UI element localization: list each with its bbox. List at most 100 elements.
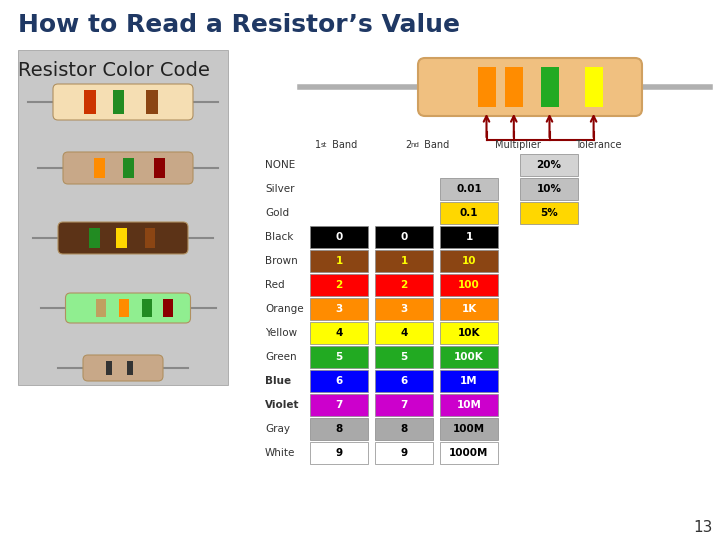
Bar [96, 299, 106, 317]
Text: 13: 13 [693, 521, 713, 536]
Bar [440, 346, 498, 368]
Text: Band: Band [329, 140, 357, 150]
Bar [440, 418, 498, 440]
Text: 8: 8 [400, 424, 408, 434]
Text: 1000M: 1000M [449, 448, 489, 458]
Text: 1: 1 [465, 232, 472, 242]
Bar [94, 158, 105, 178]
Text: 4: 4 [400, 328, 408, 338]
Bar [163, 299, 173, 317]
Text: 3: 3 [336, 304, 343, 314]
Bar [477, 67, 495, 107]
Bar [375, 298, 433, 320]
Bar [375, 394, 433, 416]
Bar [310, 370, 368, 392]
Text: How to Read a Resistor’s Value: How to Read a Resistor’s Value [18, 13, 460, 37]
Bar [440, 298, 498, 320]
Bar [310, 250, 368, 272]
Text: Gold: Gold [265, 208, 289, 218]
Text: Multiplier: Multiplier [495, 140, 541, 150]
Text: 0: 0 [400, 232, 408, 242]
Bar [440, 394, 498, 416]
Text: Green: Green [265, 352, 297, 362]
Bar [440, 178, 498, 200]
Bar [440, 442, 498, 464]
Text: Violet: Violet [265, 400, 300, 410]
Bar [375, 418, 433, 440]
Text: 0.01: 0.01 [456, 184, 482, 194]
Bar [112, 90, 125, 114]
Text: NONE: NONE [265, 160, 295, 170]
Bar [310, 274, 368, 296]
Text: 6: 6 [400, 376, 408, 386]
Bar [520, 202, 578, 224]
Bar [375, 274, 433, 296]
Text: 4: 4 [336, 328, 343, 338]
Text: 2: 2 [336, 280, 343, 290]
Bar [440, 250, 498, 272]
Text: 7: 7 [400, 400, 408, 410]
Text: Black: Black [265, 232, 293, 242]
Text: 2: 2 [400, 280, 408, 290]
Bar [505, 67, 523, 107]
Text: st: st [320, 142, 327, 148]
Bar [440, 274, 498, 296]
Bar [375, 250, 433, 272]
Bar [375, 322, 433, 344]
Bar [440, 322, 498, 344]
Bar [310, 298, 368, 320]
FancyBboxPatch shape [58, 222, 188, 254]
Bar [520, 154, 578, 176]
FancyBboxPatch shape [66, 293, 191, 323]
Bar [310, 442, 368, 464]
Text: 10K: 10K [458, 328, 480, 338]
Bar [310, 226, 368, 248]
Bar [520, 178, 578, 200]
Text: 1M: 1M [460, 376, 478, 386]
Bar [440, 370, 498, 392]
Bar [310, 346, 368, 368]
Text: 20%: 20% [536, 160, 562, 170]
Text: 100K: 100K [454, 352, 484, 362]
Text: Silver: Silver [265, 184, 294, 194]
Bar [146, 90, 158, 114]
Text: 9: 9 [336, 448, 343, 458]
Text: Band: Band [421, 140, 449, 150]
Bar [119, 299, 129, 317]
Text: Yellow: Yellow [265, 328, 297, 338]
Bar [440, 226, 498, 248]
Text: 3: 3 [400, 304, 408, 314]
Bar [154, 158, 165, 178]
Bar [440, 202, 498, 224]
Text: 1: 1 [315, 140, 321, 150]
Bar [375, 226, 433, 248]
Bar [116, 228, 127, 248]
Bar [106, 361, 112, 375]
Text: Brown: Brown [265, 256, 298, 266]
Text: 0.1: 0.1 [460, 208, 478, 218]
Text: 9: 9 [400, 448, 408, 458]
Text: 1K: 1K [462, 304, 477, 314]
FancyBboxPatch shape [83, 355, 163, 381]
Text: 1: 1 [336, 256, 343, 266]
Bar [310, 418, 368, 440]
Bar [18, 50, 228, 385]
Bar [84, 90, 96, 114]
Text: 10M: 10M [456, 400, 482, 410]
Text: 1: 1 [400, 256, 408, 266]
Bar [310, 322, 368, 344]
Text: Tolerance: Tolerance [575, 140, 621, 150]
Text: Gray: Gray [265, 424, 290, 434]
Text: Resistor Color Code: Resistor Color Code [18, 60, 210, 79]
Bar [127, 361, 132, 375]
FancyBboxPatch shape [418, 58, 642, 116]
Text: 10%: 10% [536, 184, 562, 194]
Text: Red: Red [265, 280, 284, 290]
Bar [142, 299, 152, 317]
Text: 6: 6 [336, 376, 343, 386]
Bar [541, 67, 559, 107]
Text: Orange: Orange [265, 304, 304, 314]
Text: Blue: Blue [265, 376, 291, 386]
Text: 100: 100 [458, 280, 480, 290]
Bar [375, 346, 433, 368]
